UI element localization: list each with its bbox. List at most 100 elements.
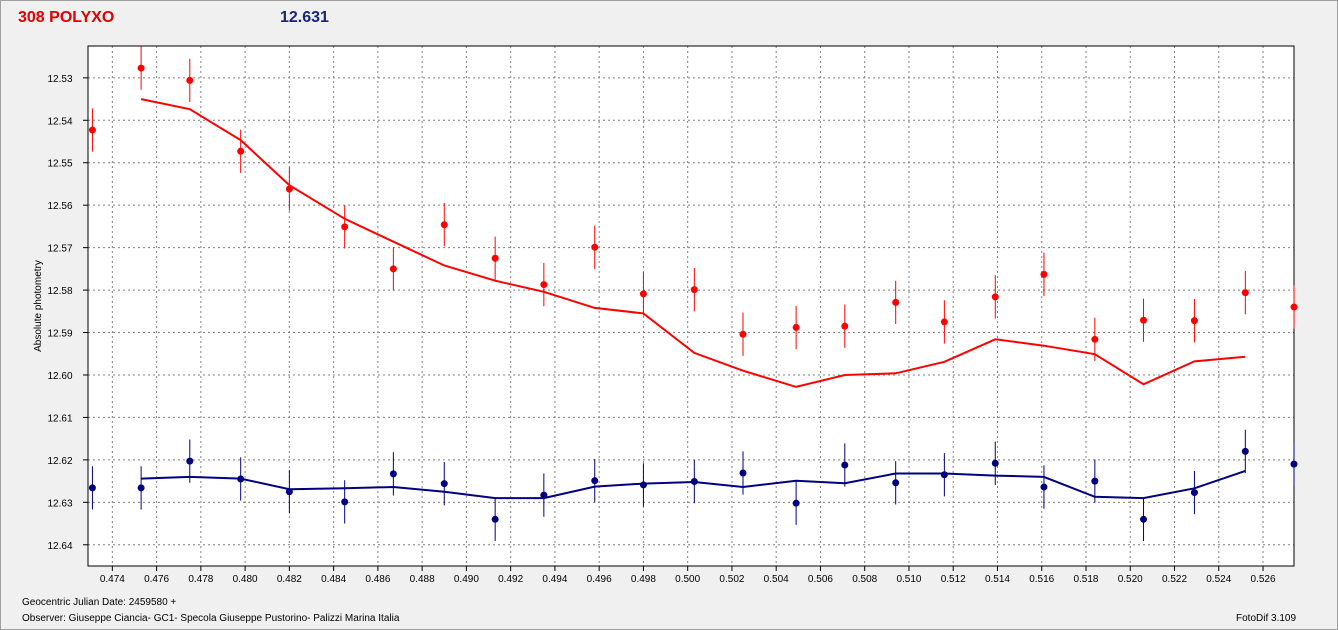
- x-tick-label: 0.522: [1162, 574, 1187, 585]
- comparison-data-point: [237, 475, 245, 483]
- comparison-data-point: [892, 479, 900, 487]
- x-tick-label: 0.494: [542, 574, 567, 585]
- target-data-point: [341, 223, 349, 231]
- comparison-data-point: [341, 498, 349, 506]
- target-data-point: [639, 290, 647, 298]
- y-tick-label: 12.55: [47, 159, 72, 170]
- target-data-point: [285, 185, 293, 193]
- comparison-data-point: [389, 470, 397, 478]
- comparison-data-point: [1190, 489, 1198, 497]
- comparison-data-point: [991, 459, 999, 467]
- y-tick-label: 12.58: [47, 286, 72, 297]
- y-tick-label: 12.59: [47, 329, 72, 340]
- x-tick-label: 0.514: [985, 574, 1010, 585]
- target-data-point: [991, 293, 999, 301]
- x-tick-label: 0.526: [1251, 574, 1276, 585]
- plot-area: [88, 46, 1294, 566]
- x-tick-label: 0.498: [631, 574, 656, 585]
- comparison-data-point: [285, 488, 293, 496]
- target-data-point: [389, 265, 397, 273]
- y-tick-label: 12.57: [47, 244, 72, 255]
- tick-labels: 0.474 0.476 0.478 0.480 0.482 0.484 0.486 0.488…: [47, 74, 1275, 585]
- x-tick-label: 0.508: [852, 574, 877, 585]
- x-tick-label: 0.482: [277, 574, 302, 585]
- target-fit-line: [140, 98, 1246, 388]
- observer-label: Observer: Giuseppe Ciancia- GC1- Specola…: [22, 613, 400, 624]
- target-data-point: [940, 318, 948, 326]
- comparison-data-point: [739, 469, 747, 477]
- comparison-data-point: [841, 461, 849, 469]
- comparison-data-point: [1091, 477, 1099, 485]
- target-data-point: [1140, 316, 1148, 324]
- target-data-point: [540, 281, 548, 289]
- comparison-data-point: [690, 478, 698, 486]
- y-tick-label: 12.60: [47, 371, 72, 382]
- target-data-point: [892, 298, 900, 306]
- y-tick-label: 12.64: [47, 541, 72, 552]
- y-tick-label: 12.53: [47, 74, 72, 85]
- x-tick-label: 0.504: [764, 574, 789, 585]
- target-data-point: [1190, 317, 1198, 325]
- comparison-data-point: [639, 481, 647, 489]
- x-tick-label: 0.484: [321, 574, 346, 585]
- comparison-data-point: [440, 480, 448, 488]
- y-tick-label: 12.62: [47, 456, 72, 467]
- x-tick-label: 0.478: [188, 574, 213, 585]
- target-data-point: [841, 322, 849, 330]
- comparison-data-point: [137, 484, 145, 492]
- y-tick-label: 12.56: [47, 201, 72, 212]
- x-tick-label: 0.502: [719, 574, 744, 585]
- y-tick-label: 12.54: [47, 116, 72, 127]
- target-data-point: [690, 286, 698, 294]
- comparison-data-point: [940, 471, 948, 479]
- software-label: FotoDif 3.109: [1236, 613, 1297, 624]
- y-axis-label: Absolute photometry: [33, 260, 44, 352]
- target-data-point: [186, 76, 194, 84]
- comparison-data-point: [1290, 460, 1298, 468]
- comparison-data-point: [591, 477, 599, 485]
- x-tick-label: 0.520: [1118, 574, 1143, 585]
- target-data-point: [1241, 289, 1249, 297]
- x-tick-label: 0.480: [233, 574, 258, 585]
- comparison-data-point: [1241, 447, 1249, 455]
- x-tick-label: 0.518: [1073, 574, 1098, 585]
- target-data-point: [237, 147, 245, 155]
- x-tick-label: 0.516: [1029, 574, 1054, 585]
- x-tick-label: 0.524: [1206, 574, 1231, 585]
- object-name: 308 POLYXO: [18, 9, 115, 26]
- target-data-point: [440, 221, 448, 229]
- comparison-data-point: [792, 499, 800, 507]
- target-data-point: [88, 126, 96, 134]
- comparison-data-point: [1040, 483, 1048, 491]
- y-tick-label: 12.61: [47, 413, 72, 424]
- x-tick-label: 0.512: [941, 574, 966, 585]
- target-data-point: [491, 254, 499, 262]
- x-tick-label: 0.500: [675, 574, 700, 585]
- x-tick-label: 0.488: [410, 574, 435, 585]
- comparison-data-point: [491, 515, 499, 523]
- x-tick-label: 0.486: [365, 574, 390, 585]
- target-data-point: [591, 243, 599, 251]
- target-data-point: [792, 323, 800, 331]
- x-tick-label: 0.490: [454, 574, 479, 585]
- comparison-data-point: [186, 457, 194, 465]
- x-tick-label: 0.510: [896, 574, 921, 585]
- x-tick-label: 0.492: [498, 574, 523, 585]
- target-data-point: [1091, 335, 1099, 343]
- comparison-data-point: [1140, 515, 1148, 523]
- y-tick-label: 12.63: [47, 498, 72, 509]
- comparison-data-point: [88, 484, 96, 492]
- comparison-data-point: [540, 491, 548, 499]
- target-data-point: [739, 330, 747, 338]
- julian-date-label: Geocentric Julian Date: 2459580 +: [22, 597, 177, 608]
- magnitude-value: 12.631: [280, 9, 329, 26]
- data-points: [88, 46, 1298, 541]
- target-data-point: [137, 64, 145, 72]
- x-tick-label: 0.506: [808, 574, 833, 585]
- x-tick-label: 0.496: [587, 574, 612, 585]
- x-tick-label: 0.474: [100, 574, 125, 585]
- x-tick-label: 0.476: [144, 574, 169, 585]
- target-data-point: [1290, 303, 1298, 311]
- target-data-point: [1040, 270, 1048, 278]
